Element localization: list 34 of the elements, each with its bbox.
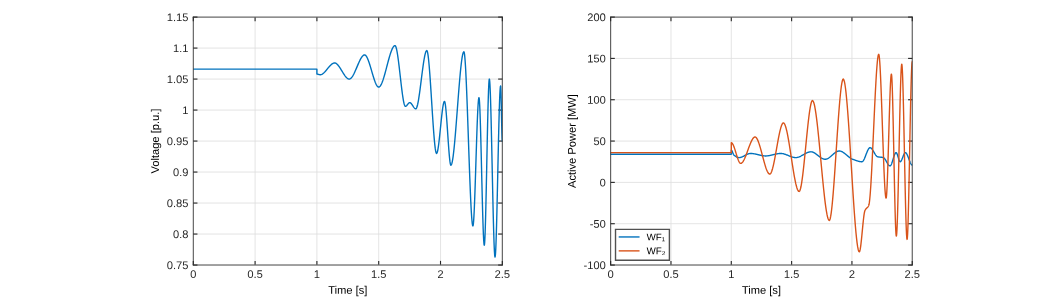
legend-label: WF₁ <box>646 233 665 242</box>
x-tick-label: 2.5 <box>905 270 920 279</box>
x-tick-label: 0 <box>190 270 196 279</box>
y-tick-label: 200 <box>587 13 606 22</box>
y-tick-label: 1.1 <box>173 44 188 53</box>
x-axis-title: Time [s] <box>328 285 367 297</box>
y-tick-label: 0.75 <box>167 261 188 270</box>
x-tick-label: 1.5 <box>784 270 799 279</box>
y-tick-label: 0.9 <box>173 168 188 177</box>
y-tick-label: 50 <box>593 137 606 146</box>
x-tick-label: 0 <box>607 270 614 279</box>
x-tick-label: 2.5 <box>495 270 510 279</box>
x-tick-label: 0.5 <box>247 270 263 279</box>
y-tick-label: 1.15 <box>167 13 188 22</box>
y-tick-label: 1.05 <box>167 75 188 84</box>
y-tick-label: 0.85 <box>167 199 188 208</box>
x-axis-title: Time [s] <box>742 285 781 297</box>
y-tick-label: 0 <box>600 178 606 187</box>
legend-label: WF₂ <box>646 247 666 256</box>
x-tick-label: 0.5 <box>663 270 679 279</box>
y-tick-label: 150 <box>588 54 606 63</box>
x-tick-label: 1 <box>314 270 320 278</box>
y-axis-title: Voltage [p.u.] <box>150 109 162 174</box>
y-tick-label: 100 <box>588 96 606 104</box>
y-tick-label: 1 <box>183 106 188 115</box>
x-tick-label: 1 <box>729 270 734 278</box>
y-tick-label: -50 <box>590 219 606 228</box>
y-tick-label: 0.8 <box>173 230 188 239</box>
y-tick-label: 0.95 <box>167 137 188 146</box>
x-tick-label: 2 <box>849 270 855 278</box>
y-tick-label: -100 <box>584 261 606 270</box>
x-tick-label: 2 <box>437 270 444 278</box>
y-axis-title: Active Power [MW] <box>567 94 578 188</box>
x-tick-label: 1.5 <box>371 270 386 279</box>
